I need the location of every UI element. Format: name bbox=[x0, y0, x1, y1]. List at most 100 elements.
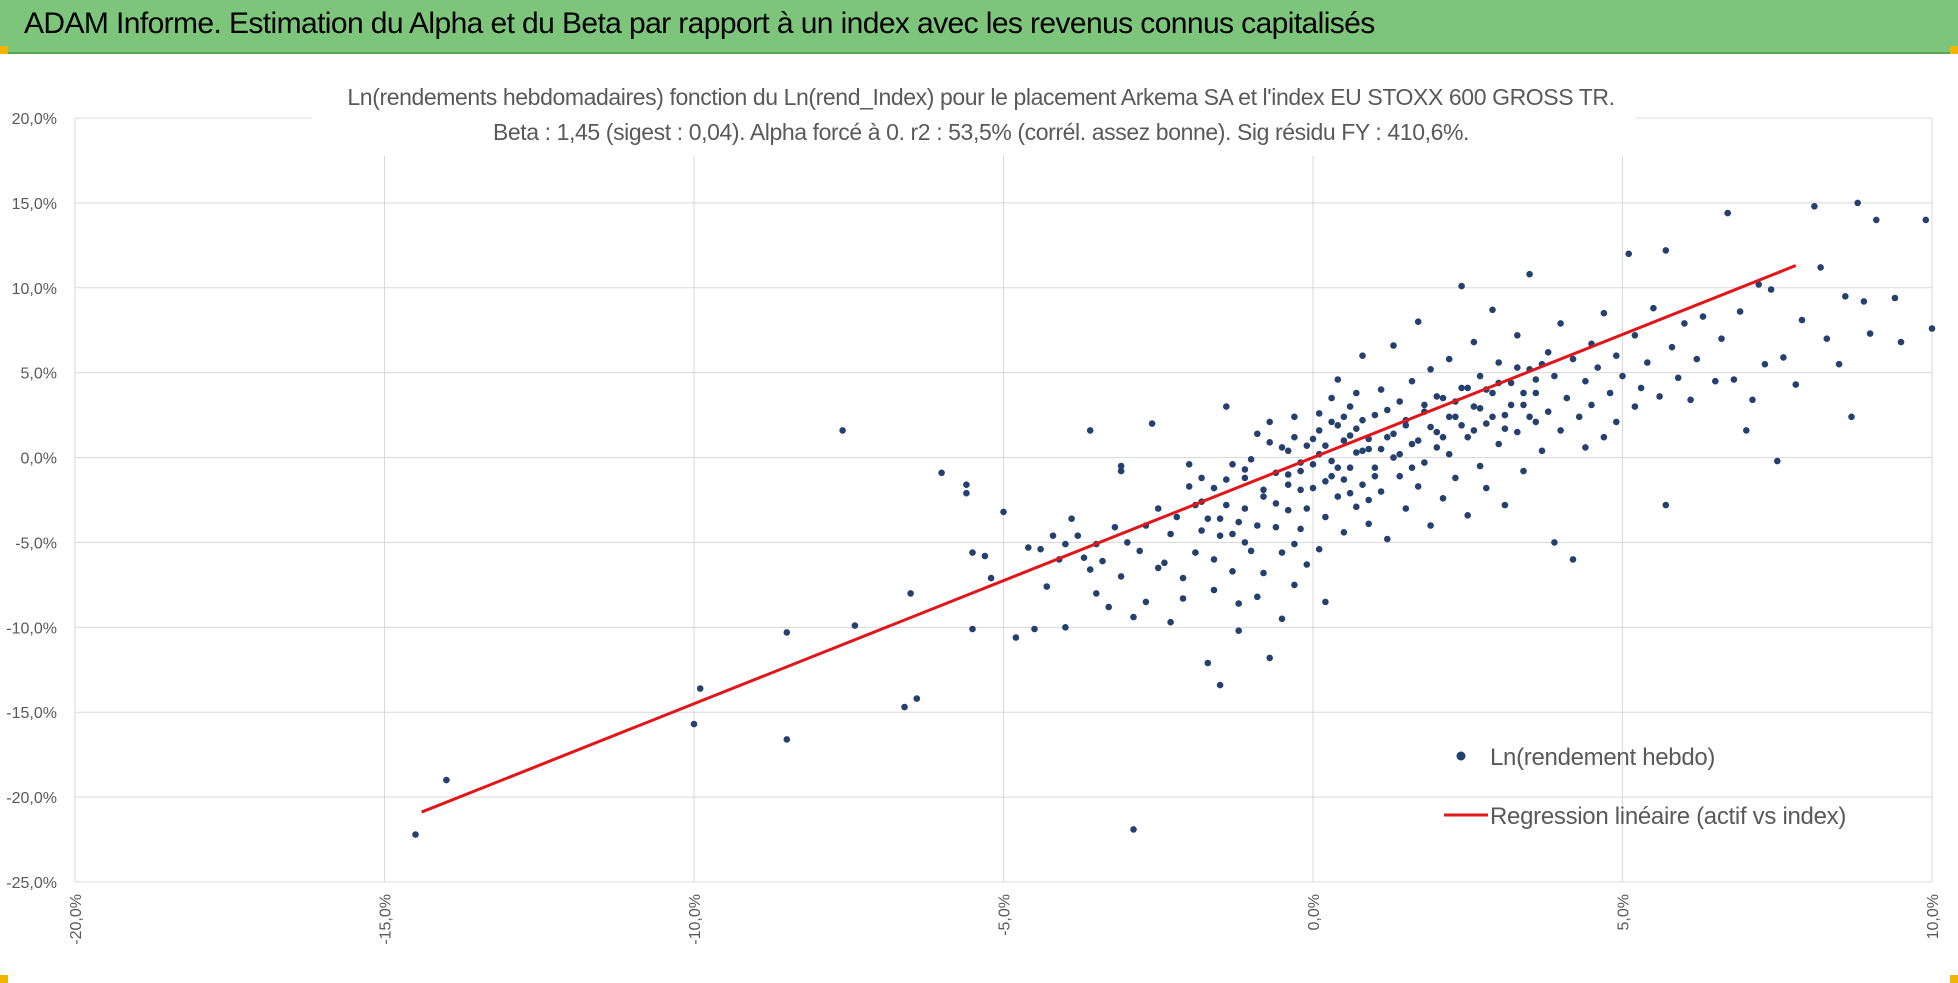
data-point bbox=[1514, 428, 1521, 436]
data-point bbox=[1489, 306, 1496, 314]
data-point bbox=[1229, 568, 1236, 575]
data-point bbox=[1377, 488, 1385, 495]
data-point bbox=[1260, 493, 1267, 500]
data-point bbox=[1811, 203, 1818, 210]
data-point bbox=[1266, 418, 1273, 426]
chart-subtitle: Beta : 1,45 (sigest : 0,04). Alpha forcé… bbox=[493, 119, 1469, 145]
data-point bbox=[1031, 625, 1038, 633]
data-point bbox=[1483, 420, 1490, 427]
data-point bbox=[1254, 430, 1261, 438]
data-point bbox=[1520, 467, 1527, 475]
header-bar: ADAM Informe. Estimation du Alpha et du … bbox=[0, 0, 1958, 54]
data-point bbox=[1563, 394, 1571, 402]
data-point bbox=[1111, 523, 1119, 531]
data-point bbox=[1198, 474, 1205, 482]
data-point bbox=[1736, 308, 1744, 315]
data-point bbox=[1613, 352, 1620, 360]
data-point bbox=[1625, 250, 1632, 258]
data-point bbox=[1291, 433, 1298, 441]
data-point bbox=[1377, 445, 1385, 453]
data-point bbox=[1365, 496, 1372, 504]
data-point bbox=[1873, 216, 1880, 224]
data-point bbox=[1353, 449, 1360, 456]
data-point bbox=[1173, 513, 1181, 521]
data-point bbox=[1334, 376, 1342, 383]
x-tick-label: -15,0% bbox=[378, 894, 395, 945]
data-point bbox=[1371, 464, 1379, 472]
data-point bbox=[907, 590, 914, 597]
data-point bbox=[1650, 304, 1657, 312]
y-tick-label: -20,0% bbox=[6, 790, 57, 807]
data-point bbox=[1328, 418, 1335, 426]
data-point bbox=[1476, 372, 1484, 380]
data-point bbox=[1346, 489, 1354, 497]
data-point bbox=[1309, 484, 1317, 492]
data-point bbox=[1569, 556, 1577, 563]
data-point bbox=[1631, 403, 1639, 410]
data-point bbox=[1860, 298, 1868, 305]
data-point bbox=[1823, 335, 1831, 343]
scatter-chart: 20,0% 15,0% 10,0% 5,0% 0,0% -5,0% -10,0% -15,0%… bbox=[6, 78, 1942, 945]
x-axis-ticks: -20,0% -15,0% -10,0% -5,0% 0,0% 5,0% 10,0% bbox=[68, 894, 1942, 945]
data-point bbox=[1080, 554, 1088, 561]
y-tick-label: 5,0% bbox=[21, 366, 57, 383]
data-point bbox=[1284, 447, 1292, 455]
data-point bbox=[1866, 330, 1874, 337]
data-point bbox=[1848, 413, 1855, 421]
data-point bbox=[1520, 389, 1527, 397]
data-point bbox=[1254, 593, 1261, 601]
legend-label-line: Regression linéaire (actif vs index) bbox=[1490, 803, 1846, 830]
data-point bbox=[1489, 413, 1496, 421]
data-point bbox=[1167, 618, 1174, 626]
data-point bbox=[1229, 461, 1236, 468]
data-point bbox=[1569, 355, 1577, 363]
data-point bbox=[1761, 360, 1769, 368]
data-point bbox=[1198, 527, 1205, 534]
data-point bbox=[1315, 427, 1323, 434]
data-point bbox=[1303, 561, 1311, 568]
data-point bbox=[969, 549, 976, 556]
data-point bbox=[1681, 320, 1688, 327]
data-point bbox=[1724, 209, 1731, 217]
data-point bbox=[1458, 422, 1465, 429]
data-point bbox=[1371, 411, 1379, 419]
data-point bbox=[1346, 432, 1354, 439]
data-point bbox=[1384, 433, 1391, 441]
data-point bbox=[1402, 422, 1410, 429]
data-point bbox=[1309, 461, 1317, 468]
data-point bbox=[987, 574, 995, 582]
data-point bbox=[1656, 393, 1663, 400]
data-point bbox=[1445, 413, 1453, 421]
data-point bbox=[1117, 573, 1125, 580]
data-point bbox=[1439, 495, 1447, 502]
data-point bbox=[1520, 401, 1527, 409]
data-point bbox=[1637, 384, 1645, 392]
chart-title: Ln(rendements hebdomadaires) fonction du… bbox=[347, 84, 1614, 110]
data-point bbox=[1062, 624, 1069, 631]
data-point bbox=[1216, 681, 1224, 689]
data-point bbox=[1322, 598, 1329, 606]
data-point bbox=[1328, 472, 1335, 480]
data-point bbox=[1043, 583, 1051, 590]
data-point bbox=[1501, 501, 1509, 509]
data-point bbox=[1315, 545, 1323, 553]
data-point bbox=[1483, 484, 1490, 492]
data-point bbox=[1767, 286, 1775, 293]
data-point bbox=[1835, 360, 1843, 368]
data-point bbox=[1532, 376, 1540, 383]
y-tick-label: -15,0% bbox=[6, 705, 57, 722]
data-point bbox=[1396, 472, 1403, 480]
corner-mark bbox=[1950, 46, 1958, 54]
data-point bbox=[1600, 309, 1608, 317]
data-point bbox=[913, 695, 921, 702]
data-point bbox=[1012, 634, 1020, 641]
data-point bbox=[1922, 216, 1930, 224]
data-point bbox=[1662, 501, 1670, 509]
data-point bbox=[1452, 474, 1459, 482]
data-point bbox=[1427, 423, 1434, 431]
data-point bbox=[1458, 282, 1465, 290]
data-point bbox=[1718, 335, 1725, 343]
data-point bbox=[1501, 425, 1509, 433]
data-point bbox=[1476, 462, 1484, 470]
data-point bbox=[1068, 515, 1075, 522]
